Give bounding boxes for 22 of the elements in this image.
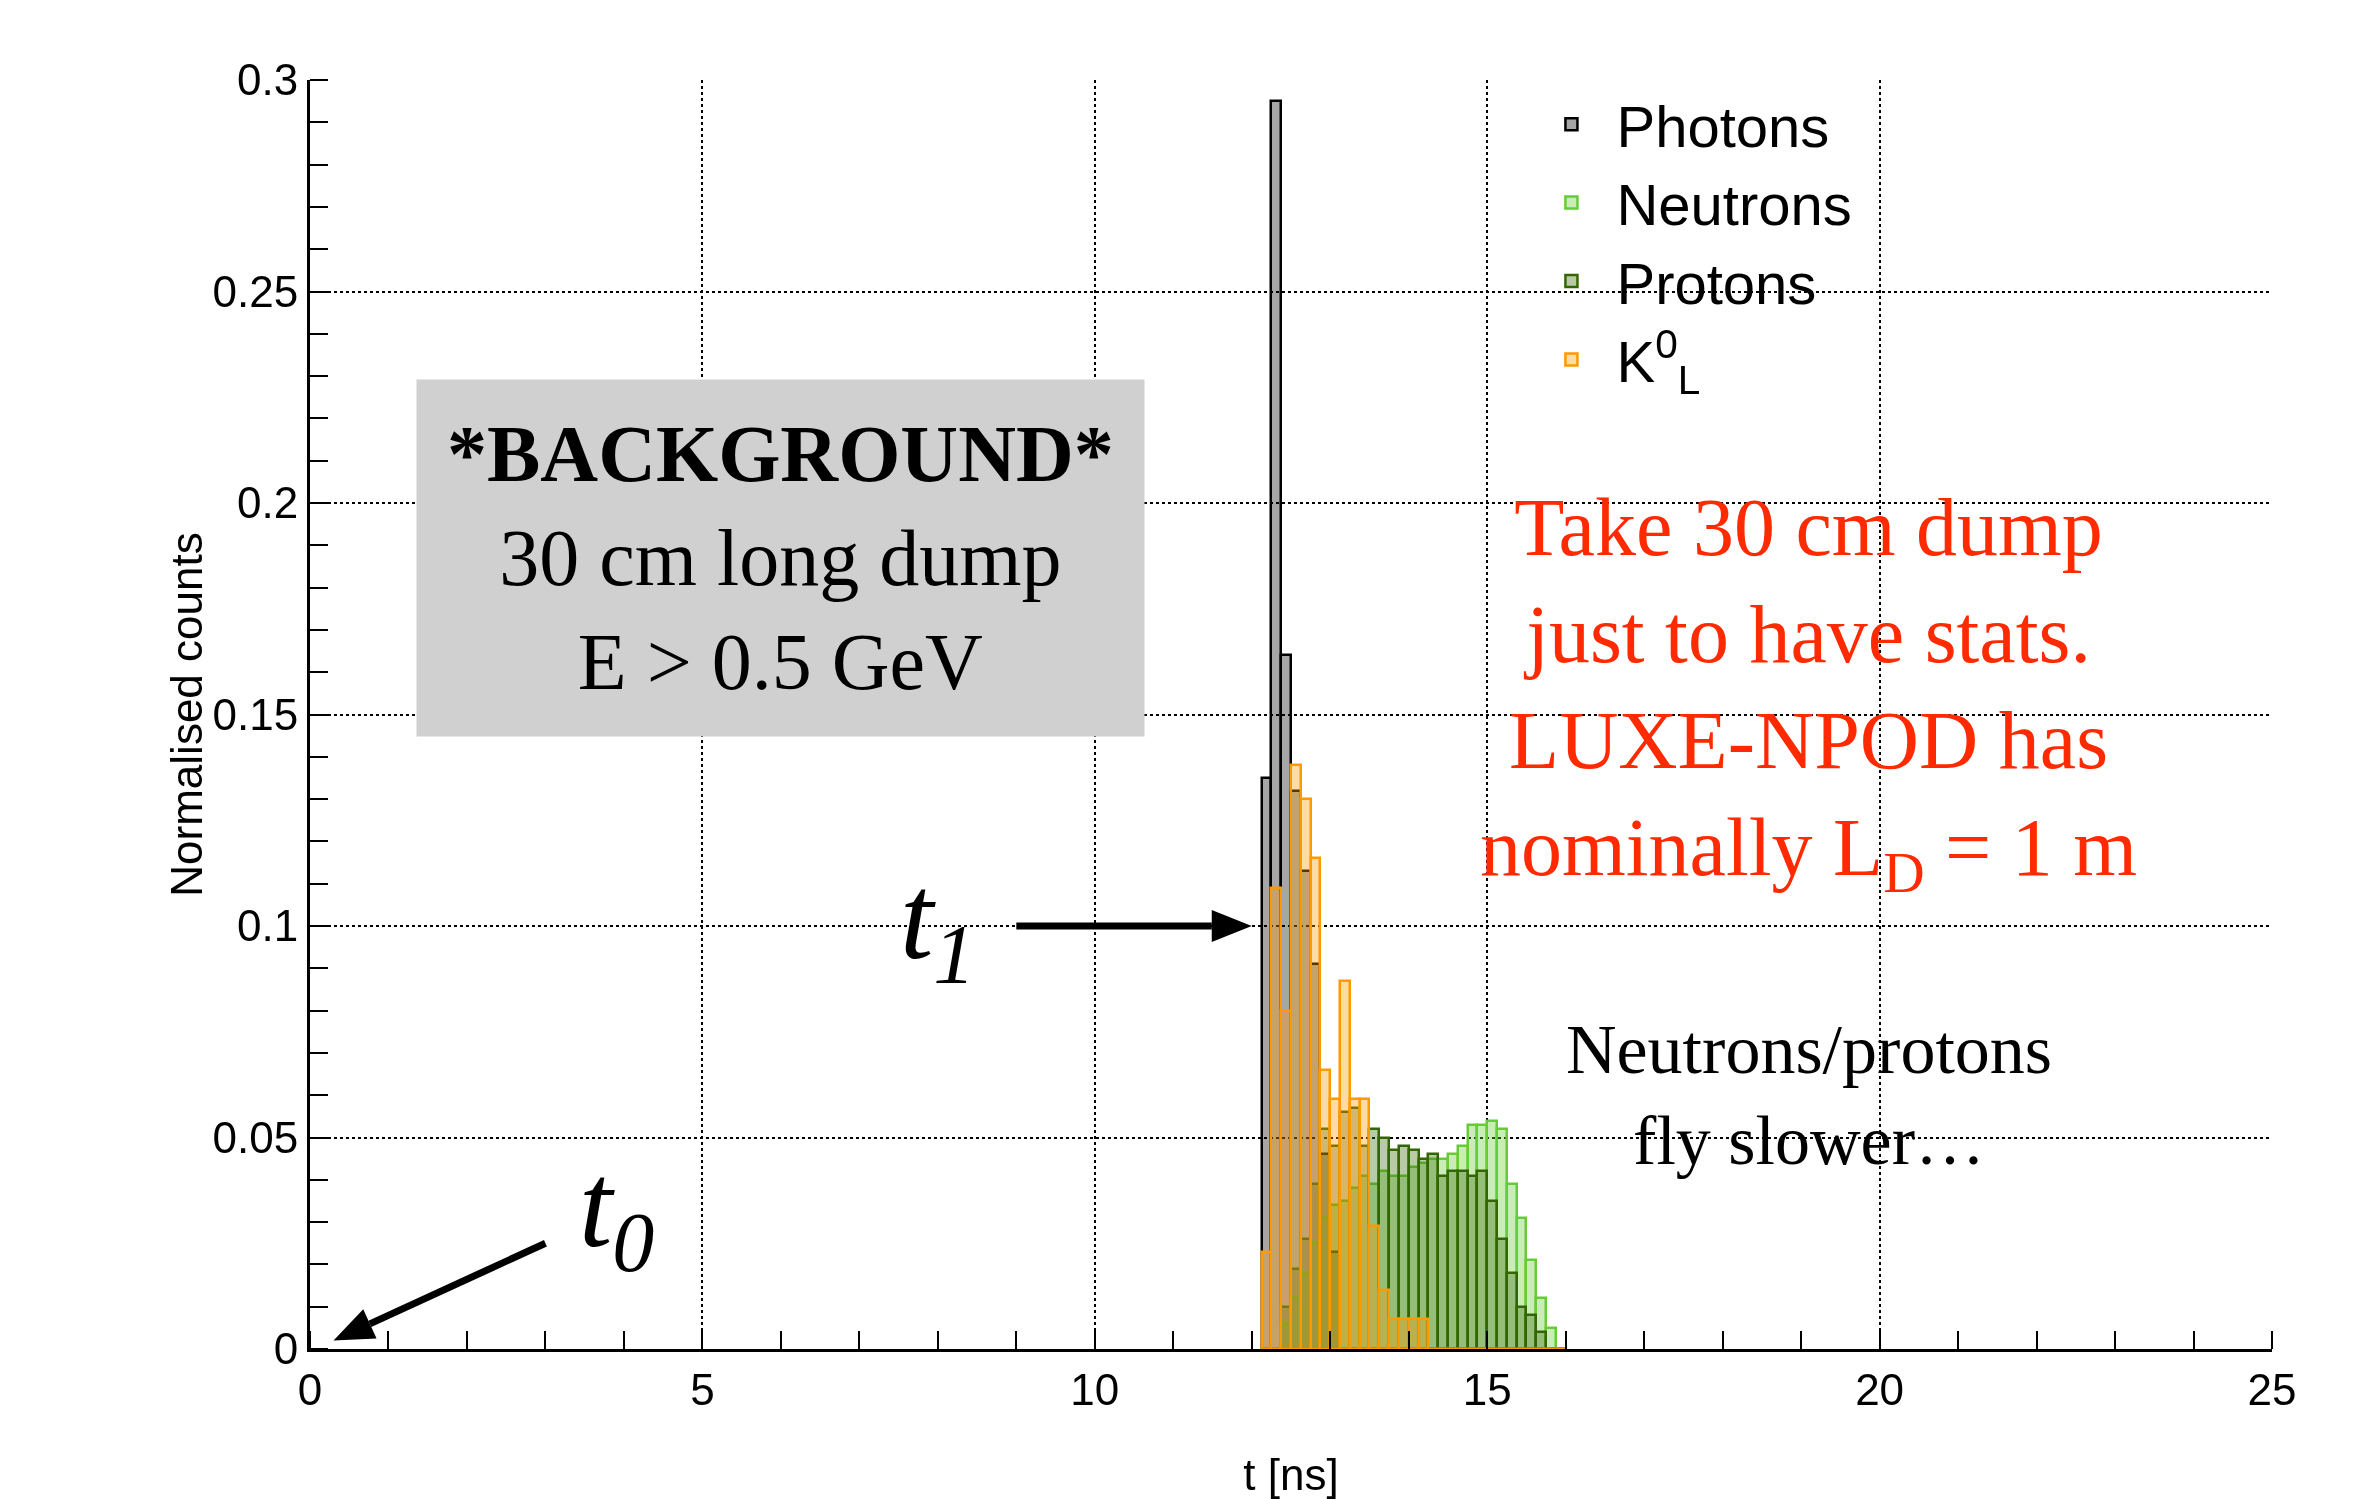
y-tick-label: 0.15 <box>212 689 299 739</box>
annotation: Take 30 cm dump just to have stats. LUXE-NPOD has nominally L$_{D}$ = 1 m <box>1480 482 2138 905</box>
y-tick-label: 0.3 <box>237 55 299 105</box>
x-tick-label: 15 <box>1462 1364 1512 1414</box>
x-tick-label: 25 <box>2247 1364 2297 1414</box>
y-tick-label: 0.25 <box>212 266 299 316</box>
legend-label: Protons <box>1616 250 1817 316</box>
x-tick-label: 20 <box>1855 1364 1905 1414</box>
x-axis-title: t [ns] <box>1243 1450 1339 1499</box>
x-tick-label: 5 <box>690 1364 715 1414</box>
annotation: *BACKGROUND* 30 cm long dump E > 0.5 GeV <box>447 410 1114 706</box>
y-tick-label: 0 <box>273 1324 299 1374</box>
legend-label: Neutrons <box>1616 172 1852 238</box>
y-tick-label: 0.05 <box>212 1112 299 1162</box>
y-tick-label: 0.2 <box>237 478 299 528</box>
legend-label: Photons <box>1616 93 1830 159</box>
annotation: Neutrons/protons fly slower… <box>1566 1011 2053 1179</box>
annotation: t$_{0}$ <box>579 1139 655 1290</box>
annotation: t$_{1}$ <box>900 851 976 1002</box>
x-tick-label: 10 <box>1070 1364 1120 1414</box>
y-axis-title: Normalised counts <box>161 532 211 897</box>
y-tick-label: 0.1 <box>237 901 299 951</box>
